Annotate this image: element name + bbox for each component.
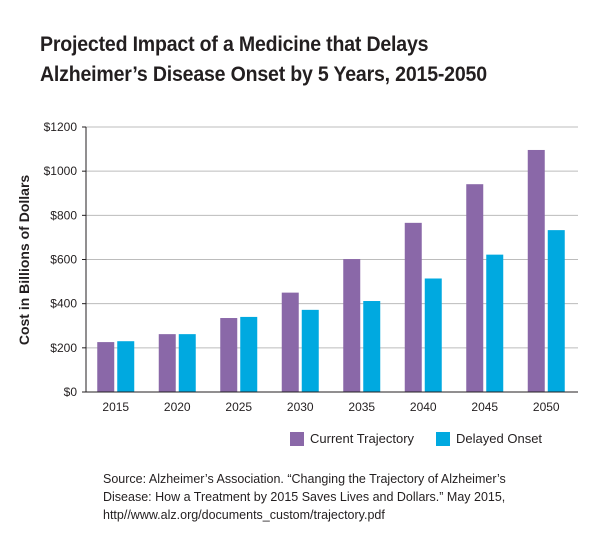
legend: Current Trajectory Delayed Onset bbox=[290, 431, 564, 446]
bar-delayed-2050 bbox=[547, 230, 565, 392]
bar-current-2020 bbox=[158, 334, 176, 392]
bar-delayed-2030 bbox=[301, 309, 319, 392]
bar-delayed-2035 bbox=[363, 301, 381, 392]
bar-current-2025 bbox=[220, 318, 238, 392]
x-tick-label: 2035 bbox=[348, 400, 375, 414]
bar-current-2045 bbox=[466, 184, 484, 392]
bar-chart: $0 $200 $400 $600 $800 $1000 $1200 2015 2020 2025… bbox=[16, 120, 578, 414]
bar-delayed-2045 bbox=[486, 254, 504, 392]
x-tick-label: 2045 bbox=[471, 400, 498, 414]
y-tick-label: $1000 bbox=[44, 164, 78, 178]
chart-title-line-2: Alzheimer’s Disease Onset by 5 Years, 20… bbox=[40, 63, 487, 86]
legend-item-current: Current Trajectory bbox=[290, 431, 414, 446]
bar-current-2030 bbox=[281, 292, 299, 392]
bar-delayed-2040 bbox=[424, 278, 442, 392]
legend-swatch-current bbox=[290, 431, 304, 446]
legend-item-delayed: Delayed Onset bbox=[436, 431, 542, 446]
source-line-2: Disease: How a Treatment by 2015 Saves L… bbox=[103, 490, 506, 504]
source-line-1: Source: Alzheimer’s Association. “Changi… bbox=[103, 472, 506, 486]
x-tick-label: 2020 bbox=[164, 400, 191, 414]
bar-delayed-2015 bbox=[117, 341, 135, 392]
x-tick-label: 2015 bbox=[102, 400, 129, 414]
legend-swatch-delayed bbox=[436, 431, 451, 446]
x-tick-label: 2050 bbox=[533, 400, 560, 414]
bar-delayed-2020 bbox=[178, 334, 196, 392]
chart-title-line-1: Projected Impact of a Medicine that Dela… bbox=[40, 33, 429, 56]
y-tick-label: $800 bbox=[50, 208, 77, 222]
y-tick-label: $600 bbox=[50, 253, 77, 267]
axes: $0 $200 $400 $600 $800 $1000 $1200 2015 2020 2025… bbox=[44, 120, 578, 414]
bars bbox=[97, 149, 565, 392]
gridlines bbox=[86, 126, 578, 349]
y-tick-label: $0 bbox=[64, 385, 78, 399]
source-line-3: http//www.alz.org/documents_custom/traje… bbox=[103, 508, 385, 522]
y-axis-label: Cost in Billions of Dollars bbox=[16, 175, 32, 346]
bar-current-2035 bbox=[343, 259, 361, 392]
x-tick-label: 2040 bbox=[410, 400, 437, 414]
bar-current-2050 bbox=[527, 149, 545, 392]
bar-current-2040 bbox=[404, 222, 422, 392]
y-tick-label: $1200 bbox=[44, 120, 78, 134]
bar-current-2015 bbox=[97, 342, 115, 392]
chart-title: Projected Impact of a Medicine that Dela… bbox=[40, 30, 487, 90]
x-tick-label: 2030 bbox=[287, 400, 314, 414]
legend-label-delayed: Delayed Onset bbox=[456, 431, 543, 446]
x-tick-label: 2025 bbox=[225, 400, 252, 414]
y-tick-label: $200 bbox=[50, 341, 77, 355]
legend-label-current: Current Trajectory bbox=[310, 431, 415, 446]
bar-delayed-2025 bbox=[240, 316, 258, 392]
source-note: Source: Alzheimer’s Association. “Changi… bbox=[103, 470, 573, 524]
y-tick-label: $400 bbox=[50, 297, 77, 311]
